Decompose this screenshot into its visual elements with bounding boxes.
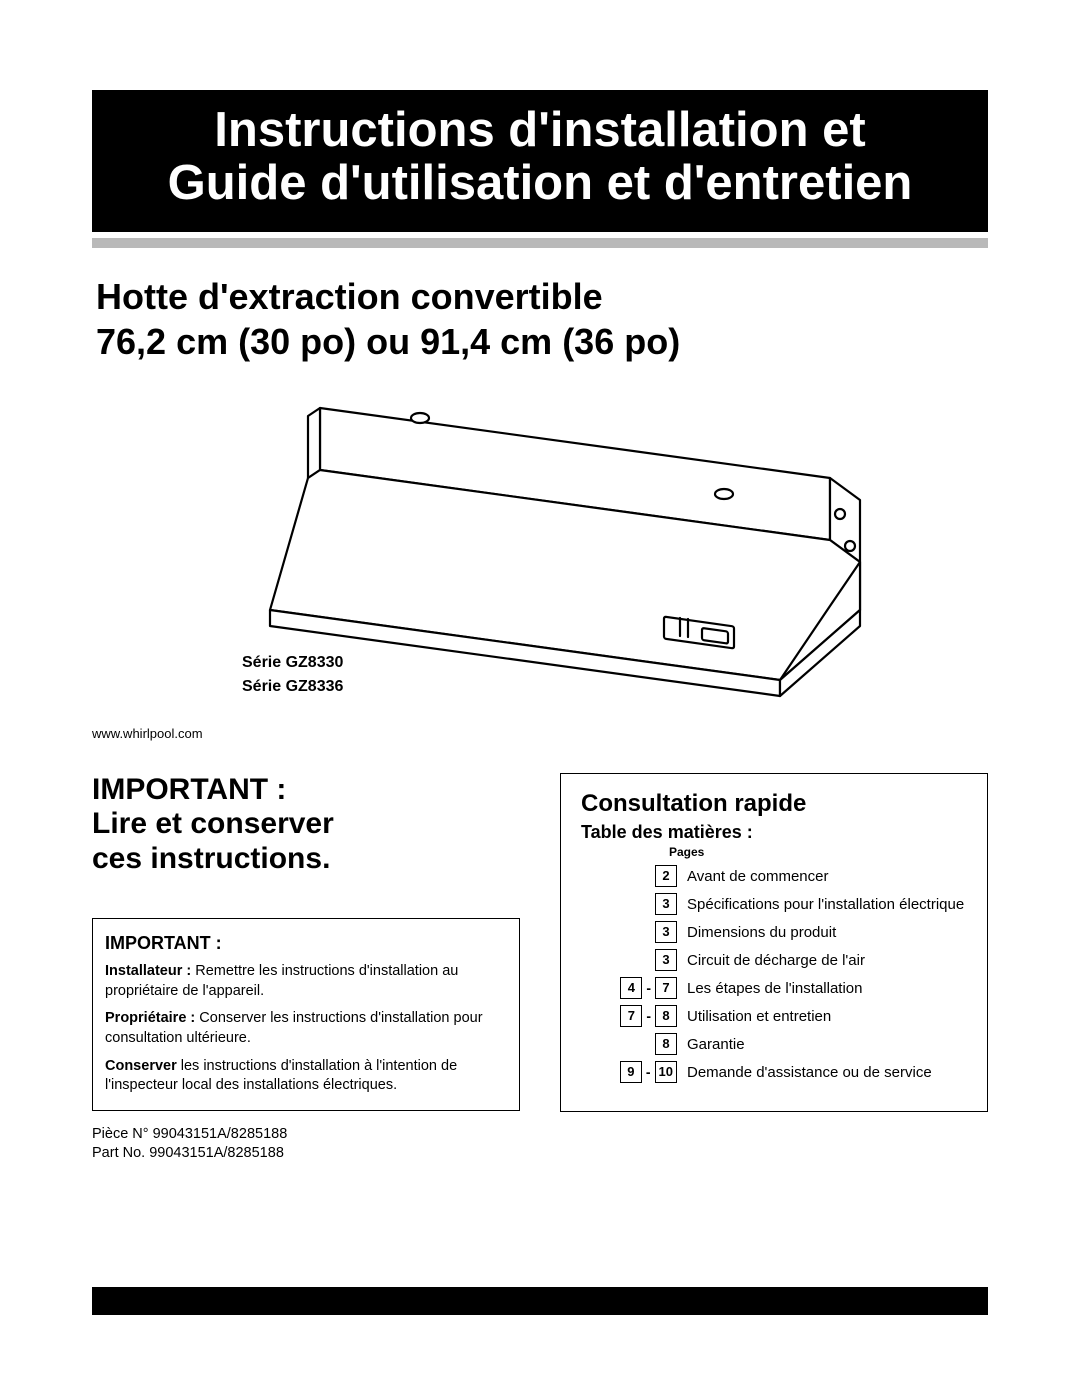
- toc-page-number: 10: [655, 1061, 677, 1083]
- important-item: Installateur : Remettre les instructions…: [105, 962, 507, 1001]
- toc-row: 7-8Utilisation et entretien: [581, 1005, 967, 1027]
- toc-page-dash: -: [645, 1064, 652, 1080]
- toc-label: Les étapes de l'installation: [687, 977, 862, 999]
- toc-page-number: 7: [620, 1005, 642, 1027]
- toc-page-number: 3: [655, 921, 677, 943]
- toc-label: Garantie: [687, 1033, 745, 1055]
- toc-label: Utilisation et entretien: [687, 1005, 831, 1027]
- important-box-title: IMPORTANT :: [105, 933, 507, 954]
- toc-page-number: 3: [655, 949, 677, 971]
- toc-label: Spécifications pour l'installation élect…: [687, 893, 964, 915]
- toc-pages-label: Pages: [669, 845, 967, 859]
- toc-pages-cell: 2: [581, 865, 687, 887]
- sub-header-line-2: 76,2 cm (30 po) ou 91,4 cm (36 po): [96, 319, 984, 364]
- toc-rows: 2 Avant de commencer 3 Spécifications pour …: [581, 865, 967, 1083]
- website-url: www.whirlpool.com: [92, 726, 988, 741]
- toc-row: 2 Avant de commencer: [581, 865, 967, 887]
- product-illustration: Série GZ8330 Série GZ8336: [190, 386, 890, 706]
- toc-row: 9-10Demande d'assistance ou de service: [581, 1061, 967, 1083]
- toc-label: Demande d'assistance ou de service: [687, 1061, 932, 1083]
- footer-bar: [92, 1287, 988, 1315]
- part-numbers: Pièce N° 99043151A/8285188 Part No. 9904…: [92, 1125, 520, 1164]
- toc-row: 4-7Les étapes de l'installation: [581, 977, 967, 999]
- title-line-1: Instructions d'installation et: [112, 104, 968, 157]
- toc-pages-cell: 3: [581, 893, 687, 915]
- important-heading-line-2: Lire et conserver: [92, 807, 520, 842]
- important-heading-line-1: IMPORTANT :: [92, 773, 520, 808]
- important-item-lead: Conserver: [105, 1058, 181, 1074]
- title-line-2: Guide d'utilisation et d'entretien: [112, 157, 968, 210]
- toc-page-number: 8: [655, 1005, 677, 1027]
- important-item-lead: Installateur :: [105, 963, 195, 979]
- part-number-en: Part No. 99043151A/8285188: [92, 1144, 520, 1164]
- toc-pages-cell: 4-7: [581, 977, 687, 999]
- important-box: IMPORTANT : Installateur : Remettre les …: [92, 918, 520, 1110]
- important-item: Conserver les instructions d'installatio…: [105, 1057, 507, 1096]
- toc-page-dash: -: [645, 980, 652, 996]
- important-heading: IMPORTANT : Lire et conserver ces instru…: [92, 773, 520, 877]
- series-labels: Série GZ8330 Série GZ8336: [242, 651, 343, 697]
- toc-page-number: 8: [655, 1033, 677, 1055]
- title-banner: Instructions d'installation et Guide d'u…: [92, 90, 988, 232]
- series-line-1: Série GZ8330: [242, 651, 343, 674]
- toc-page-number: 9: [620, 1061, 642, 1083]
- toc-row: 3 Spécifications pour l'installation élec…: [581, 893, 967, 915]
- toc-pages-cell: 3: [581, 949, 687, 971]
- toc-pages-cell: 9-10: [581, 1061, 687, 1083]
- sub-header: Hotte d'extraction convertible 76,2 cm (…: [92, 274, 988, 364]
- toc-box: Consultation rapide Table des matières :…: [560, 773, 988, 1112]
- toc-label: Dimensions du produit: [687, 921, 836, 943]
- toc-pages-cell: 3: [581, 921, 687, 943]
- important-heading-line-3: ces instructions.: [92, 842, 520, 877]
- gray-divider: [92, 238, 988, 248]
- toc-label: Avant de commencer: [687, 865, 828, 887]
- toc-row: 3 Circuit de décharge de l'air: [581, 949, 967, 971]
- toc-pages-cell: 8: [581, 1033, 687, 1055]
- part-number-fr: Pièce N° 99043151A/8285188: [92, 1125, 520, 1145]
- toc-page-dash: -: [645, 1008, 652, 1024]
- toc-page-number: 7: [655, 977, 677, 999]
- important-item-lead: Propriétaire :: [105, 1010, 199, 1026]
- toc-page-number: 2: [655, 865, 677, 887]
- toc-page-number: 3: [655, 893, 677, 915]
- series-line-2: Série GZ8336: [242, 675, 343, 698]
- sub-header-line-1: Hotte d'extraction convertible: [96, 274, 984, 319]
- toc-page-number: 4: [620, 977, 642, 999]
- toc-subtitle: Table des matières :: [581, 822, 967, 843]
- toc-title: Consultation rapide: [581, 790, 967, 818]
- left-column: IMPORTANT : Lire et conserver ces instru…: [92, 773, 520, 1164]
- bottom-columns: IMPORTANT : Lire et conserver ces instru…: [92, 773, 988, 1164]
- important-item: Propriétaire : Conserver les instruction…: [105, 1009, 507, 1048]
- toc-pages-cell: 7-8: [581, 1005, 687, 1027]
- toc-row: 8 Garantie: [581, 1033, 967, 1055]
- document-page: Instructions d'installation et Guide d'u…: [0, 0, 1080, 1375]
- toc-label: Circuit de décharge de l'air: [687, 949, 865, 971]
- right-column: Consultation rapide Table des matières :…: [560, 773, 988, 1164]
- toc-row: 3 Dimensions du produit: [581, 921, 967, 943]
